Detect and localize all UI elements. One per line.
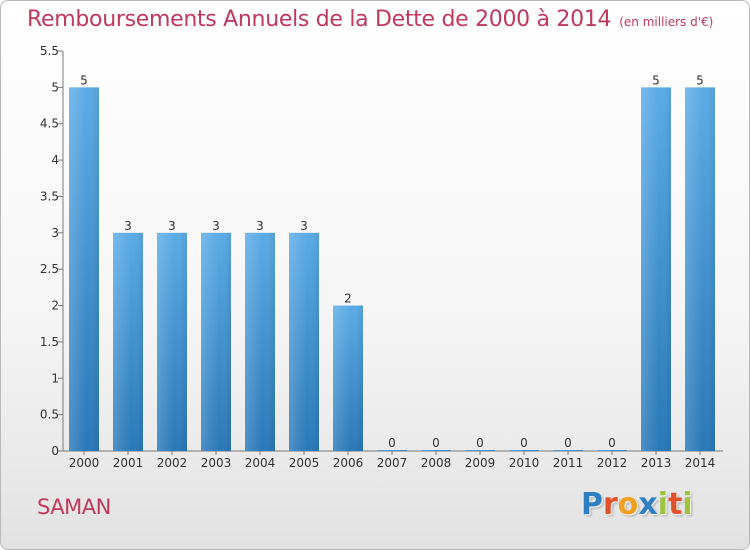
bar-2005	[289, 232, 319, 451]
data-label: 0	[476, 436, 484, 450]
y-tick-label: 0.5	[40, 408, 59, 422]
y-tick-label: 2	[51, 299, 59, 313]
proxiti-logo: Proxiti	[581, 487, 693, 522]
bar-shine	[421, 450, 451, 451]
y-tick-label: 3	[51, 226, 59, 240]
x-tick-label: 2001	[113, 456, 144, 470]
bar-shine	[289, 232, 319, 451]
x-tick-label: 2010	[509, 456, 540, 470]
x-tick-label: 2008	[421, 456, 452, 470]
y-tick-label: 4	[51, 153, 59, 167]
bar-2003	[201, 232, 231, 451]
logo-letter: P	[581, 487, 603, 522]
x-tick-label: 2011	[553, 456, 584, 470]
bar-2014	[685, 87, 715, 451]
y-tick-label: 5.5	[40, 44, 59, 58]
x-tick-label: 2005	[289, 456, 320, 470]
bar-shine	[245, 232, 275, 451]
y-tick-label: 3.5	[40, 189, 59, 203]
bar-shine	[641, 87, 671, 451]
bar-shine	[201, 232, 231, 451]
bar-shine	[333, 305, 363, 451]
bar-shine	[113, 232, 143, 451]
x-tick-label: 2009	[465, 456, 496, 470]
data-label: 0	[432, 436, 440, 450]
data-label: 0	[564, 436, 572, 450]
x-tick-label: 2003	[201, 456, 232, 470]
commune-name: SAMAN	[37, 495, 111, 519]
bar-shine	[157, 232, 187, 451]
data-label: 5	[696, 73, 704, 87]
chart-title: Remboursements Annuels de la Dette de 20…	[27, 7, 612, 32]
y-tick-label: 4.5	[40, 117, 59, 131]
bar-shine	[597, 450, 627, 451]
data-label: 0	[608, 436, 616, 450]
data-label: 3	[300, 219, 308, 233]
data-label: 5	[652, 73, 660, 87]
bar-2001	[113, 232, 143, 451]
logo-letter: o	[617, 487, 639, 522]
bar-shine	[553, 450, 583, 451]
bar-2008	[421, 450, 451, 451]
logo-letter: x	[638, 487, 658, 522]
x-tick-label: 2002	[157, 456, 188, 470]
bar-shine	[377, 450, 407, 451]
bar-shine	[685, 87, 715, 451]
logo-letter: i	[657, 487, 669, 522]
bar-2000	[69, 87, 99, 451]
bar-shine	[465, 450, 495, 451]
bar-shine	[69, 87, 99, 451]
chart-title-block: Remboursements Annuels de la Dette de 20…	[27, 7, 713, 32]
x-tick-label: 2012	[597, 456, 628, 470]
data-label: 5	[80, 73, 88, 87]
bar-2013	[641, 87, 671, 451]
bar-2006	[333, 305, 363, 451]
bar-2010	[509, 450, 539, 451]
x-tick-label: 2004	[245, 456, 276, 470]
x-tick-label: 2013	[641, 456, 672, 470]
x-tick-label: 2007	[377, 456, 408, 470]
logo-letter: r	[603, 487, 618, 522]
bar-2012	[597, 450, 627, 451]
x-tick-label: 2006	[333, 456, 364, 470]
data-label: 3	[124, 219, 132, 233]
logo-letter: t	[668, 487, 683, 522]
bar-2011	[553, 450, 583, 451]
bar-2004	[245, 232, 275, 451]
y-tick-label: 1	[51, 371, 59, 385]
data-label: 3	[212, 219, 220, 233]
data-label: 0	[520, 436, 528, 450]
data-label: 3	[256, 219, 264, 233]
data-label: 2	[344, 292, 352, 306]
data-label: 3	[168, 219, 176, 233]
bar-2002	[157, 232, 187, 451]
bar-2009	[465, 450, 495, 451]
y-tick-label: 1.5	[40, 335, 59, 349]
y-tick-label: 5	[51, 80, 59, 94]
logo-letter: i	[682, 487, 693, 522]
x-tick-label: 2000	[69, 456, 100, 470]
chart-unit: (en milliers d'€)	[619, 15, 714, 29]
y-tick-label: 0	[51, 444, 59, 458]
bar-shine	[509, 450, 539, 451]
x-tick-label: 2014	[685, 456, 716, 470]
bar-2007	[377, 450, 407, 451]
y-tick-label: 2.5	[40, 262, 59, 276]
data-label: 0	[388, 436, 396, 450]
